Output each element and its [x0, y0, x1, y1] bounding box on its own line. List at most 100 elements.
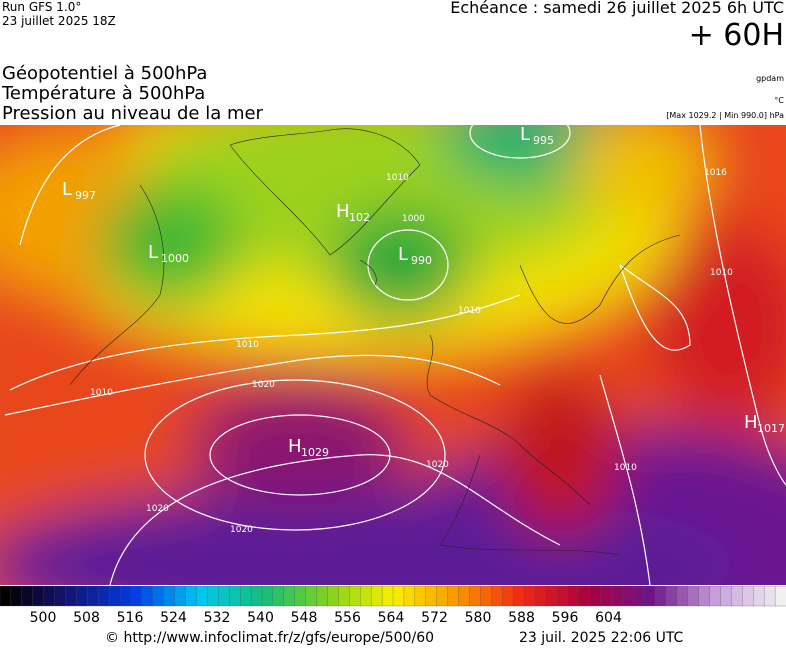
- color-swatch: [556, 586, 569, 607]
- color-swatch: [283, 586, 296, 607]
- center-value: 990: [411, 254, 432, 267]
- color-swatch: [327, 586, 340, 607]
- color-swatch: [0, 586, 12, 607]
- color-swatch: [349, 586, 361, 607]
- color-swatch: [578, 586, 591, 607]
- color-swatch: [54, 586, 67, 607]
- field: Température à 500hPa: [2, 83, 206, 104]
- color-swatch: [709, 586, 722, 607]
- colorbar-label: 516: [116, 610, 144, 626]
- color-swatch: [491, 586, 503, 607]
- color-swatch: [141, 586, 154, 607]
- color-swatch: [65, 586, 78, 607]
- colorbar-label: 604: [595, 610, 622, 626]
- color-swatch: [185, 586, 198, 607]
- source-url: © http://www.infoclimat.fr/z/gfs/europe/…: [105, 630, 435, 646]
- color-swatch: [10, 586, 23, 607]
- run-date: 23 juillet 2025 18Z: [2, 14, 116, 28]
- color-swatch: [436, 586, 449, 607]
- color-swatch: [87, 586, 99, 607]
- color-swatch: [414, 586, 427, 607]
- color-swatch: [764, 586, 776, 607]
- color-swatch: [403, 586, 416, 607]
- color-swatch: [589, 586, 602, 607]
- color-swatch: [469, 586, 481, 607]
- isobar-label: 1010: [710, 268, 733, 278]
- colorbar-label: 580: [464, 610, 492, 626]
- isobars: [4, 125, 786, 585]
- unit: gpdam: [756, 74, 784, 83]
- isobar-label: 1010: [90, 388, 113, 398]
- isobar-label: 1020: [426, 460, 449, 470]
- color-swatch: [152, 586, 165, 607]
- colorbar-label: 564: [377, 610, 405, 626]
- coastlines: [69, 128, 681, 556]
- color-swatch: [480, 586, 492, 607]
- color-swatch: [21, 586, 34, 607]
- color-swatch: [643, 586, 656, 607]
- run: Run GFS 1.0°: [2, 0, 82, 14]
- color-swatch: [622, 586, 634, 607]
- color-swatch: [633, 586, 645, 607]
- center-letter: L: [62, 179, 72, 200]
- color-swatch: [742, 586, 754, 607]
- center-letter: L: [398, 244, 408, 265]
- color-swatch: [698, 586, 711, 607]
- color-swatch: [272, 586, 285, 607]
- color-swatch: [207, 586, 219, 607]
- color-swatch: [665, 586, 678, 607]
- center-value: 1017: [757, 422, 785, 435]
- color-swatch: [76, 586, 88, 607]
- colorbar-label: 572: [421, 610, 448, 626]
- color-swatch: [163, 586, 176, 607]
- color-swatch: [218, 586, 230, 607]
- center-letter: H: [336, 201, 350, 222]
- colorbar-label: 508: [73, 610, 100, 626]
- center-value: 102: [349, 211, 370, 224]
- center-letter: L: [520, 125, 530, 145]
- isobar-label: 1010: [458, 306, 481, 316]
- color-swatch: [502, 586, 514, 607]
- isobar-label: 1010: [236, 340, 259, 350]
- color-swatch: [174, 586, 187, 607]
- generated: 23 juil. 2025 22:06 UTC: [519, 630, 684, 646]
- center-value: 995: [533, 134, 554, 147]
- colorbar-label: 532: [203, 610, 231, 626]
- color-swatch: [250, 586, 263, 607]
- center-letter: L: [148, 242, 158, 263]
- lead-time: + 60H: [688, 18, 784, 53]
- color-swatch: [611, 586, 623, 607]
- color-swatch: [229, 586, 241, 607]
- color-swatch: [447, 586, 460, 607]
- color-swatch: [109, 586, 121, 607]
- colorbar-label: 540: [247, 610, 274, 626]
- color-swatch: [523, 586, 536, 607]
- color-swatch: [512, 586, 525, 607]
- colorbar-label: 596: [551, 610, 579, 626]
- color-swatch: [425, 586, 438, 607]
- colorbar-label: 524: [160, 610, 187, 626]
- color-swatch: [240, 586, 252, 607]
- isobar-label: 1010: [386, 173, 409, 183]
- unit: °C: [774, 96, 784, 105]
- color-swatch: [130, 586, 143, 607]
- isobar-label: 1020: [252, 380, 275, 390]
- unit: [Max 1029.2 | Min 990.0] hPa: [666, 111, 784, 120]
- valid-time: Echéance : samedi 26 juillet 2025 6h UTC: [450, 0, 784, 17]
- color-swatch: [753, 586, 765, 607]
- isobar-label: 1016: [704, 168, 727, 178]
- color-swatch: [338, 586, 350, 607]
- colorbar-label: 500: [29, 610, 57, 626]
- center-value: 1029: [301, 446, 329, 459]
- color-swatch: [654, 586, 667, 607]
- center-letter: H: [288, 436, 302, 457]
- colorbar-label: 548: [290, 610, 318, 626]
- color-swatch: [545, 586, 558, 607]
- color-swatch: [261, 586, 274, 607]
- color-swatch: [774, 586, 786, 607]
- color-swatch: [720, 586, 733, 607]
- isobar-label: 1010: [614, 463, 637, 473]
- color-swatch: [316, 586, 329, 607]
